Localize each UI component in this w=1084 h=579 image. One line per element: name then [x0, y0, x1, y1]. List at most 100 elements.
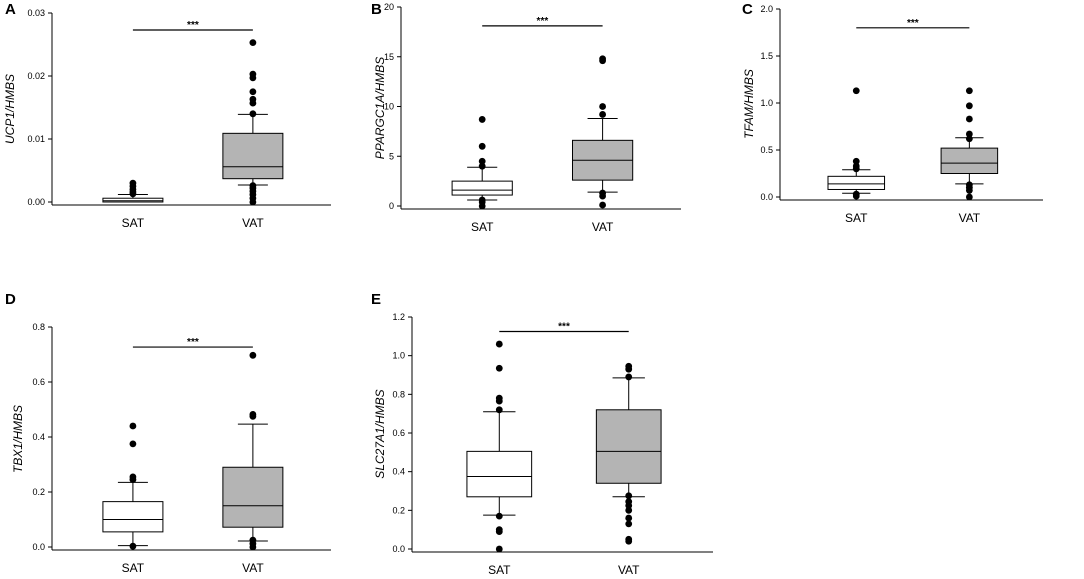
outlier-point	[249, 110, 257, 118]
outlier-point	[599, 189, 606, 197]
y-tick-label: 0.6	[32, 377, 45, 387]
y-axis-title: PPARGC1A/HMBS	[373, 57, 387, 159]
y-tick-label: 1.2	[392, 312, 405, 322]
box-vat	[222, 351, 284, 551]
iqr-box	[595, 409, 662, 484]
x-category-label: VAT	[242, 561, 264, 575]
outlier-point	[249, 351, 257, 359]
outlier-point	[249, 70, 257, 78]
outlier-point	[625, 362, 633, 370]
y-axis-title: SLC27A1/HMBS	[373, 389, 387, 478]
panel-c: C 0.0 0.5 1.0 1.5 2.0 TFAM/HMBS SAT VAT ***	[742, 1, 1043, 225]
outlier-point	[625, 535, 633, 543]
y-tick-label: 0.4	[32, 432, 45, 442]
iqr-box	[222, 466, 284, 528]
y-tick-label: 1.5	[760, 51, 773, 61]
box-sat	[102, 422, 164, 550]
y-tick-label: 0.8	[392, 389, 405, 399]
panel-letter: A	[5, 1, 16, 18]
outlier-point	[478, 162, 486, 170]
outlier-point	[852, 162, 860, 170]
box-sat	[451, 116, 513, 210]
outlier-point	[965, 102, 973, 110]
significance-label: ***	[537, 16, 549, 27]
outlier-point	[495, 340, 503, 348]
outlier-point	[852, 157, 860, 165]
iqr-box	[222, 132, 284, 180]
significance-label: ***	[558, 322, 570, 333]
panel-letter: E	[371, 291, 381, 308]
y-tick-label: 0.8	[32, 322, 45, 332]
panel-a: A 0.00 0.01 0.02 0.03 UCP1/HMBS SAT VAT ***	[3, 1, 331, 230]
panel-d: D 0.0 0.2 0.4 0.6 0.8 TBX1/HMBS SAT VAT ***	[5, 291, 331, 575]
outlier-point	[965, 135, 973, 143]
y-tick-label: 10	[384, 102, 394, 112]
y-tick-label: 0.02	[27, 71, 45, 81]
outlier-point	[129, 179, 137, 187]
outlier-point	[249, 536, 257, 544]
y-tick-label: 20	[384, 2, 394, 12]
outlier-point	[599, 201, 606, 209]
iqr-box	[466, 450, 533, 498]
outlier-point	[852, 87, 860, 95]
box-sat	[466, 340, 533, 553]
outlier-point	[495, 364, 503, 372]
box-vat	[595, 362, 662, 545]
panel-b: B 0 5 10 15 20 PPARGC1A/HMBS SAT VAT ***	[371, 1, 681, 234]
y-tick-label: 0.0	[32, 542, 45, 552]
outlier-point	[625, 373, 633, 381]
y-axis-title: TFAM/HMBS	[742, 69, 756, 139]
y-tick-label: 0.0	[392, 544, 405, 554]
outlier-point	[129, 473, 137, 481]
iqr-box	[102, 501, 164, 533]
outlier-point	[495, 526, 503, 534]
outlier-point	[965, 130, 973, 138]
outlier-point	[249, 411, 257, 418]
y-axis-title: TBX1/HMBS	[11, 405, 25, 473]
y-tick-label: 0.2	[392, 505, 405, 515]
significance-label: ***	[187, 337, 199, 348]
outlier-point	[249, 88, 257, 96]
outlier-point	[965, 193, 973, 201]
y-tick-label: 1.0	[392, 351, 405, 361]
y-tick-label: 15	[384, 52, 394, 62]
panel-e: E 0.0 0.2 0.4 0.6 0.8 1.0 1.2 SLC27A1/HMBS SAT VAT…	[371, 291, 713, 577]
significance-label: ***	[187, 20, 199, 31]
y-tick-label: 1.0	[760, 98, 773, 108]
y-tick-label: 0.5	[760, 145, 773, 155]
x-category-label: SAT	[845, 211, 868, 225]
outlier-point	[965, 87, 973, 95]
y-tick-label: 0.0	[760, 192, 773, 202]
outlier-point	[249, 182, 257, 190]
y-tick-label: 0.00	[27, 197, 45, 207]
x-category-label: SAT	[122, 216, 145, 230]
outlier-point	[495, 545, 503, 553]
x-category-label: VAT	[618, 563, 640, 577]
iqr-box	[827, 175, 886, 190]
outlier-point	[129, 440, 137, 448]
box-sat	[827, 87, 886, 200]
y-tick-label: 0.03	[27, 8, 45, 18]
box-vat	[572, 55, 634, 209]
y-tick-label: 0.2	[32, 487, 45, 497]
x-category-label: SAT	[471, 220, 494, 234]
outlier-point	[599, 55, 606, 63]
outlier-point	[478, 157, 486, 165]
panel-letter: C	[742, 1, 753, 18]
y-tick-label: 2.0	[760, 4, 773, 14]
x-category-label: SAT	[488, 563, 511, 577]
outlier-point	[478, 196, 486, 204]
box-vat	[940, 87, 999, 201]
outlier-point	[129, 542, 137, 550]
outlier-point	[599, 111, 606, 118]
y-axis-title: UCP1/HMBS	[3, 74, 17, 144]
iqr-box	[102, 197, 164, 203]
y-tick-label: 0	[389, 201, 394, 211]
box-sat	[102, 179, 164, 203]
panel-letter: D	[5, 291, 16, 308]
outlier-point	[625, 506, 633, 514]
outlier-point	[495, 512, 503, 520]
iqr-box	[940, 147, 999, 174]
outlier-point	[129, 422, 137, 430]
